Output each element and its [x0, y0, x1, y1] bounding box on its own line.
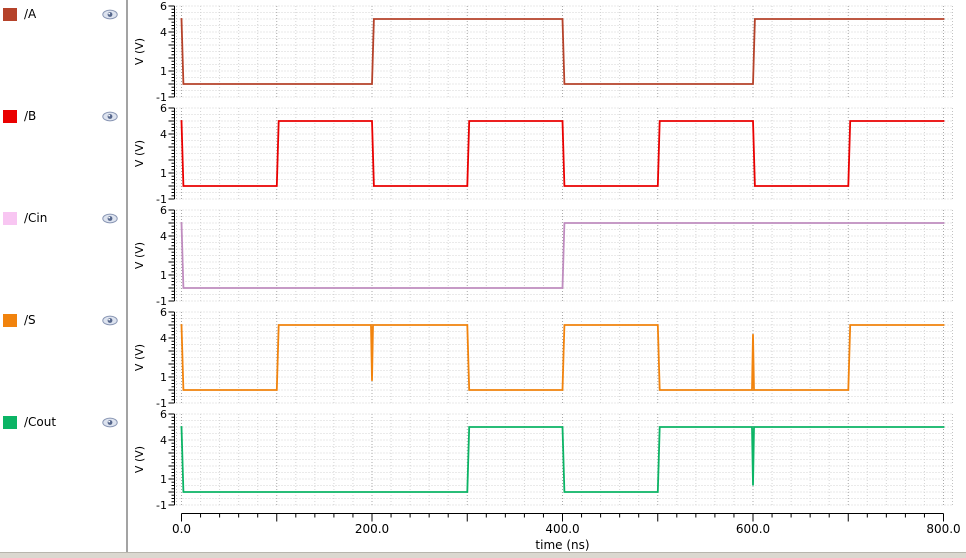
signal-label: /B — [24, 109, 37, 123]
y-axis-title: V (V) — [133, 38, 146, 65]
trace-a[interactable] — [180, 18, 945, 85]
y-tick-label: 6 — [160, 306, 167, 319]
y-tick-label: 4 — [160, 128, 167, 141]
x-axis-title: time (ns) — [535, 538, 589, 552]
signal-list-panel: /A /B /Cin /S /Cout — [0, 0, 126, 552]
trace-cin[interactable] — [180, 222, 945, 289]
signal-row-cout[interactable]: /Cout — [0, 415, 126, 434]
y-tick-label: 6 — [160, 408, 167, 421]
signal-color-swatch — [3, 8, 17, 21]
y-tick-label: 4 — [160, 434, 167, 447]
signal-label: /Cout — [24, 415, 57, 429]
y-axis-title: V (V) — [133, 242, 146, 269]
y-tick-label: 1 — [160, 65, 167, 78]
signal-row-a[interactable]: /A — [0, 7, 126, 26]
signal-label: /Cin — [24, 211, 48, 225]
x-tick-label: 400.0 — [545, 522, 579, 536]
waveform-panel-cin: 6 4 1 -1 V (V) — [133, 204, 953, 308]
x-tick-label: 600.0 — [736, 522, 770, 536]
waveform-panel-a: 6 4 1 -1 V (V) — [133, 0, 953, 104]
waveform-panel-s: 6 4 1 -1 V (V) — [133, 306, 953, 410]
trace-b[interactable] — [180, 120, 945, 187]
signal-color-swatch — [3, 110, 17, 123]
visibility-eye-icon[interactable] — [102, 213, 118, 224]
y-tick-label: 4 — [160, 230, 167, 243]
y-axis-title: V (V) — [133, 446, 146, 473]
x-axis: 0.0 200.0 400.0 600.0 800.0 time (ns) — [172, 513, 961, 552]
y-tick-label: 6 — [160, 102, 167, 115]
y-tick-label: 1 — [160, 167, 167, 180]
signal-color-swatch — [3, 212, 17, 225]
y-tick-label: 1 — [160, 473, 167, 486]
x-tick-label: 200.0 — [355, 522, 389, 536]
signal-color-swatch — [3, 314, 17, 327]
y-tick-label: -1 — [156, 193, 167, 206]
y-tick-label: 6 — [160, 204, 167, 217]
y-tick-label: 4 — [160, 26, 167, 39]
y-tick-label: -1 — [156, 397, 167, 410]
visibility-eye-icon[interactable] — [102, 315, 118, 326]
signal-row-b[interactable]: /B — [0, 109, 126, 128]
signal-label: /A — [24, 7, 37, 21]
panel-separator[interactable] — [126, 0, 128, 552]
signal-color-swatch — [3, 416, 17, 429]
y-tick-label: 1 — [160, 269, 167, 282]
signal-row-cin[interactable]: /Cin — [0, 211, 126, 230]
x-tick-label: 800.0 — [926, 522, 960, 536]
status-bar — [0, 552, 966, 558]
trace-cout[interactable] — [180, 426, 945, 493]
visibility-eye-icon[interactable] — [102, 9, 118, 20]
visibility-eye-icon[interactable] — [102, 111, 118, 122]
waveform-panel-b: 6 4 1 -1 V (V) — [133, 102, 953, 206]
y-tick-label: 6 — [160, 0, 167, 13]
y-tick-label: 4 — [160, 332, 167, 345]
trace-s[interactable] — [180, 324, 945, 391]
signal-label: /S — [24, 313, 36, 327]
y-axis-title: V (V) — [133, 140, 146, 167]
y-tick-label: 1 — [160, 371, 167, 384]
waveform-panel-cout: 6 4 1 -1 V (V) — [133, 408, 953, 512]
visibility-eye-icon[interactable] — [102, 417, 118, 428]
x-tick-label: 0.0 — [172, 522, 191, 536]
y-tick-label: -1 — [156, 91, 167, 104]
signal-row-s[interactable]: /S — [0, 313, 126, 332]
waveform-plot-area: 6 4 1 -1 V (V) 6 4 1 -1 V (V) 6 4 1 -1 V (V) 6 4 1 -1 V (V)… — [133, 0, 961, 552]
y-axis-title: V (V) — [133, 344, 146, 371]
y-tick-label: -1 — [156, 499, 167, 512]
y-tick-label: -1 — [156, 295, 167, 308]
